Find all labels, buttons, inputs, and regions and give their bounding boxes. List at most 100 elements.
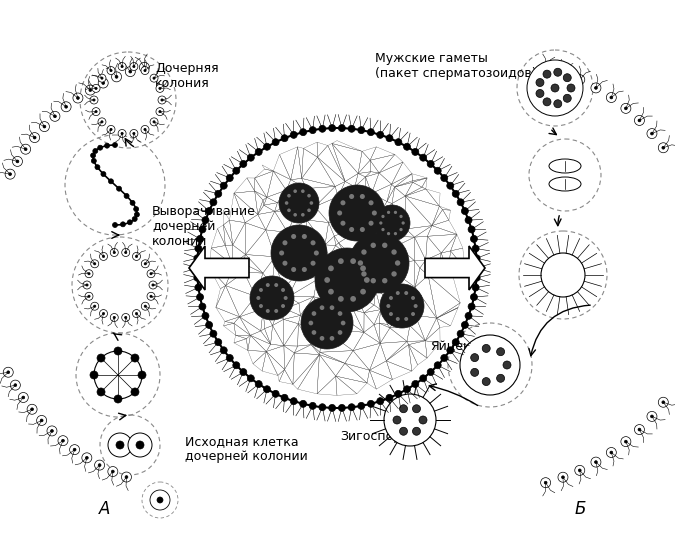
- Circle shape: [287, 194, 291, 198]
- Circle shape: [150, 74, 158, 82]
- Circle shape: [215, 190, 222, 197]
- Circle shape: [108, 467, 118, 476]
- Circle shape: [129, 70, 132, 73]
- Circle shape: [117, 186, 122, 191]
- Circle shape: [40, 419, 43, 422]
- Text: А: А: [99, 500, 111, 518]
- Circle shape: [329, 404, 335, 411]
- Circle shape: [259, 304, 263, 308]
- Circle shape: [395, 260, 400, 266]
- Circle shape: [195, 284, 202, 291]
- Circle shape: [110, 313, 118, 321]
- Circle shape: [98, 118, 106, 126]
- Circle shape: [220, 182, 227, 189]
- Circle shape: [647, 411, 657, 421]
- Circle shape: [350, 296, 356, 302]
- Circle shape: [83, 281, 91, 289]
- Circle shape: [199, 303, 206, 310]
- Circle shape: [88, 295, 90, 297]
- Circle shape: [319, 125, 326, 132]
- Circle shape: [118, 62, 126, 70]
- Circle shape: [393, 416, 401, 424]
- Circle shape: [595, 87, 597, 89]
- Circle shape: [133, 132, 135, 135]
- Circle shape: [349, 233, 409, 293]
- Circle shape: [113, 316, 115, 319]
- Circle shape: [194, 255, 201, 262]
- Circle shape: [61, 102, 71, 112]
- Circle shape: [206, 321, 213, 328]
- Circle shape: [300, 400, 306, 407]
- Circle shape: [634, 425, 645, 435]
- Circle shape: [361, 249, 367, 255]
- Circle shape: [610, 96, 613, 99]
- Circle shape: [150, 490, 170, 510]
- Circle shape: [340, 221, 346, 226]
- Circle shape: [400, 215, 403, 218]
- Circle shape: [99, 253, 107, 261]
- Ellipse shape: [549, 177, 581, 191]
- Circle shape: [371, 278, 376, 284]
- Circle shape: [103, 312, 105, 315]
- Circle shape: [141, 302, 149, 310]
- Circle shape: [309, 403, 316, 410]
- Circle shape: [5, 169, 15, 179]
- Text: Исходная клетка
дочерней колонии: Исходная клетка дочерней колонии: [185, 435, 308, 463]
- Text: Яйцеклетка: Яйцеклетка: [430, 340, 509, 353]
- Circle shape: [85, 292, 93, 300]
- Circle shape: [350, 258, 356, 264]
- Circle shape: [396, 291, 400, 295]
- Circle shape: [114, 347, 122, 355]
- Circle shape: [120, 222, 126, 227]
- Circle shape: [12, 156, 22, 167]
- Circle shape: [197, 128, 477, 408]
- Circle shape: [10, 380, 20, 390]
- Circle shape: [412, 148, 418, 155]
- Circle shape: [47, 426, 57, 436]
- Circle shape: [116, 441, 124, 449]
- Circle shape: [470, 368, 479, 376]
- Circle shape: [122, 313, 130, 321]
- Circle shape: [220, 347, 227, 354]
- Circle shape: [349, 194, 354, 199]
- Circle shape: [89, 89, 92, 91]
- Circle shape: [358, 127, 364, 134]
- Circle shape: [404, 291, 408, 295]
- Circle shape: [371, 242, 376, 248]
- Circle shape: [14, 384, 17, 387]
- Circle shape: [281, 288, 285, 292]
- Circle shape: [400, 427, 408, 435]
- Circle shape: [233, 362, 240, 369]
- Circle shape: [382, 242, 387, 248]
- Circle shape: [50, 111, 60, 121]
- Circle shape: [195, 245, 202, 252]
- Circle shape: [73, 448, 76, 451]
- Circle shape: [307, 194, 310, 198]
- Circle shape: [107, 125, 115, 134]
- Circle shape: [94, 263, 96, 265]
- Circle shape: [460, 335, 520, 395]
- Polygon shape: [425, 246, 485, 290]
- Circle shape: [358, 403, 364, 410]
- Circle shape: [348, 404, 355, 411]
- Circle shape: [43, 125, 46, 128]
- Circle shape: [287, 208, 291, 212]
- Circle shape: [133, 65, 135, 68]
- Circle shape: [95, 460, 105, 470]
- Circle shape: [337, 210, 342, 216]
- Circle shape: [562, 476, 564, 478]
- Circle shape: [558, 68, 568, 78]
- Circle shape: [103, 255, 105, 257]
- Circle shape: [374, 205, 410, 241]
- Circle shape: [153, 121, 155, 123]
- Circle shape: [121, 132, 124, 135]
- Circle shape: [88, 272, 90, 275]
- Circle shape: [95, 164, 100, 170]
- Circle shape: [152, 284, 154, 286]
- Circle shape: [274, 283, 278, 287]
- Circle shape: [310, 240, 316, 245]
- Circle shape: [465, 217, 472, 224]
- Circle shape: [255, 148, 262, 155]
- Circle shape: [111, 72, 121, 82]
- Circle shape: [338, 311, 342, 316]
